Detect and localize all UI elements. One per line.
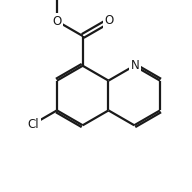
- Text: N: N: [131, 59, 140, 72]
- Text: Cl: Cl: [27, 118, 39, 132]
- Text: O: O: [105, 14, 114, 27]
- Text: O: O: [52, 15, 61, 28]
